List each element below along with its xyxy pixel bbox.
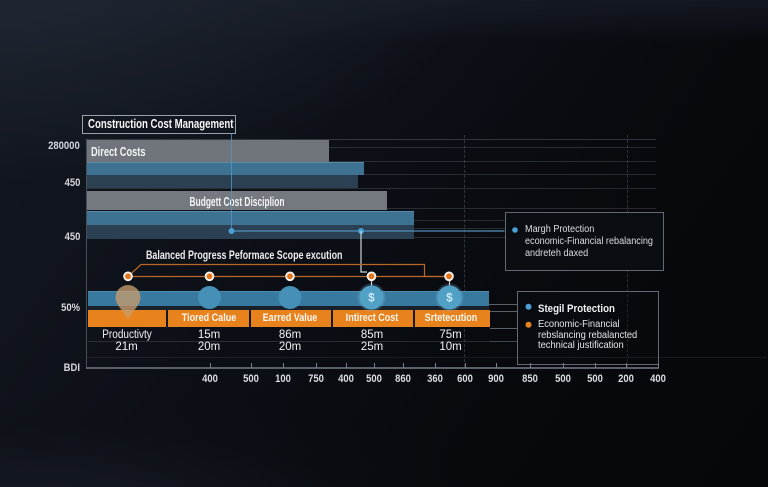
svg-text:$: $ (368, 293, 375, 305)
svg-text:$: $ (446, 293, 453, 305)
